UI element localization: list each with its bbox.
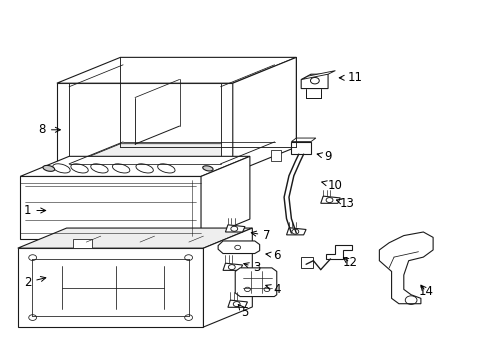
Polygon shape: [287, 228, 306, 235]
Polygon shape: [57, 57, 296, 83]
Text: 5: 5: [238, 305, 249, 319]
Polygon shape: [225, 225, 245, 232]
Text: 3: 3: [244, 261, 261, 274]
Polygon shape: [18, 228, 252, 248]
Ellipse shape: [53, 164, 70, 173]
Ellipse shape: [112, 164, 130, 173]
Polygon shape: [57, 164, 233, 173]
Text: 7: 7: [251, 229, 271, 242]
Polygon shape: [18, 248, 203, 327]
Polygon shape: [20, 156, 250, 176]
Text: 10: 10: [322, 179, 343, 192]
Polygon shape: [301, 257, 314, 268]
Polygon shape: [223, 263, 243, 270]
Text: 12: 12: [343, 256, 358, 269]
Polygon shape: [321, 196, 340, 203]
Polygon shape: [301, 74, 328, 89]
Polygon shape: [67, 144, 277, 166]
Polygon shape: [74, 239, 92, 248]
Polygon shape: [228, 300, 247, 307]
Polygon shape: [233, 57, 296, 173]
Text: 11: 11: [339, 71, 363, 84]
Ellipse shape: [71, 164, 88, 173]
Polygon shape: [203, 228, 252, 327]
Polygon shape: [218, 241, 260, 253]
Ellipse shape: [91, 164, 108, 173]
Polygon shape: [292, 141, 311, 154]
Ellipse shape: [203, 166, 213, 171]
Text: 1: 1: [24, 204, 46, 217]
Polygon shape: [292, 138, 316, 141]
Ellipse shape: [158, 164, 175, 173]
Text: 2: 2: [24, 276, 46, 289]
Polygon shape: [271, 150, 281, 161]
Polygon shape: [220, 83, 233, 173]
Polygon shape: [201, 156, 250, 239]
Polygon shape: [57, 83, 69, 173]
Text: 4: 4: [266, 283, 280, 296]
Ellipse shape: [136, 164, 153, 173]
Polygon shape: [20, 176, 201, 239]
Text: 14: 14: [418, 285, 433, 298]
Text: 13: 13: [337, 197, 355, 210]
Text: 6: 6: [266, 249, 280, 262]
Text: 8: 8: [39, 123, 60, 136]
Polygon shape: [326, 244, 352, 259]
Text: 9: 9: [317, 150, 332, 163]
Ellipse shape: [43, 166, 55, 171]
Polygon shape: [301, 71, 335, 80]
Polygon shape: [235, 268, 277, 297]
Polygon shape: [379, 232, 433, 304]
